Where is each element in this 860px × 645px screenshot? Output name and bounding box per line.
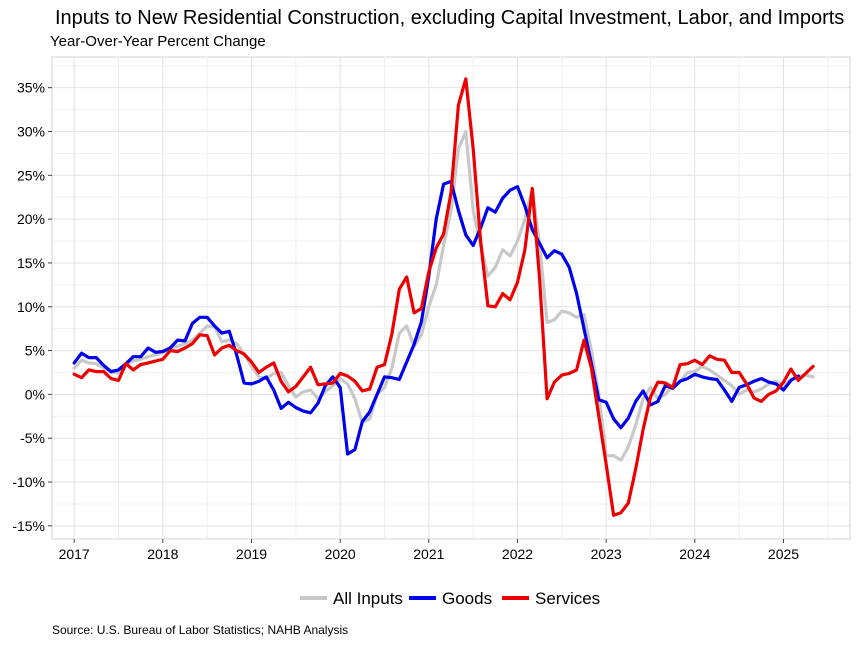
- series-line-goods: [72, 179, 800, 456]
- x-tick-label: 2019: [236, 546, 267, 562]
- axes: -15% -10% -5% 0% 5% 10% 15% 20% 25% 30% 35% 2017 201…: [12, 80, 799, 562]
- y-tick-label: 0%: [25, 386, 45, 402]
- y-tick-label: 25%: [17, 167, 45, 183]
- y-tick-label: 5%: [25, 343, 45, 359]
- y-tick-label: 10%: [17, 299, 45, 315]
- y-tick-label: -5%: [20, 430, 45, 446]
- chart-title: Inputs to New Residential Construction, …: [55, 7, 844, 29]
- legend-label-services: Services: [535, 589, 600, 608]
- plot-panel: [51, 56, 851, 540]
- y-tick-label: 15%: [17, 255, 45, 271]
- y-tick-label: 20%: [17, 211, 45, 227]
- chart-subtitle: Year-Over-Year Percent Change: [50, 33, 266, 50]
- source-note: Source: U.S. Bureau of Labor Statistics;…: [52, 623, 348, 637]
- x-tick-label: 2020: [325, 546, 356, 562]
- x-tick-label: 2023: [591, 546, 622, 562]
- x-tick-label: 2017: [59, 546, 90, 562]
- x-tick-label: 2024: [679, 546, 710, 562]
- legend-label-all-inputs: All Inputs: [333, 589, 403, 608]
- x-tick-label: 2018: [147, 546, 178, 562]
- y-tick-label: -15%: [12, 518, 45, 534]
- y-tick-label: 30%: [17, 123, 45, 139]
- x-tick-label: 2021: [413, 546, 444, 562]
- series-lines: [72, 77, 815, 517]
- series-line-services: [72, 77, 815, 517]
- y-tick-label: 35%: [17, 80, 45, 96]
- y-tick-label: -10%: [12, 474, 45, 490]
- legend: All Inputs Goods Services: [300, 589, 600, 608]
- legend-label-goods: Goods: [442, 589, 492, 608]
- x-tick-label: 2022: [502, 546, 533, 562]
- x-tick-label: 2025: [768, 546, 799, 562]
